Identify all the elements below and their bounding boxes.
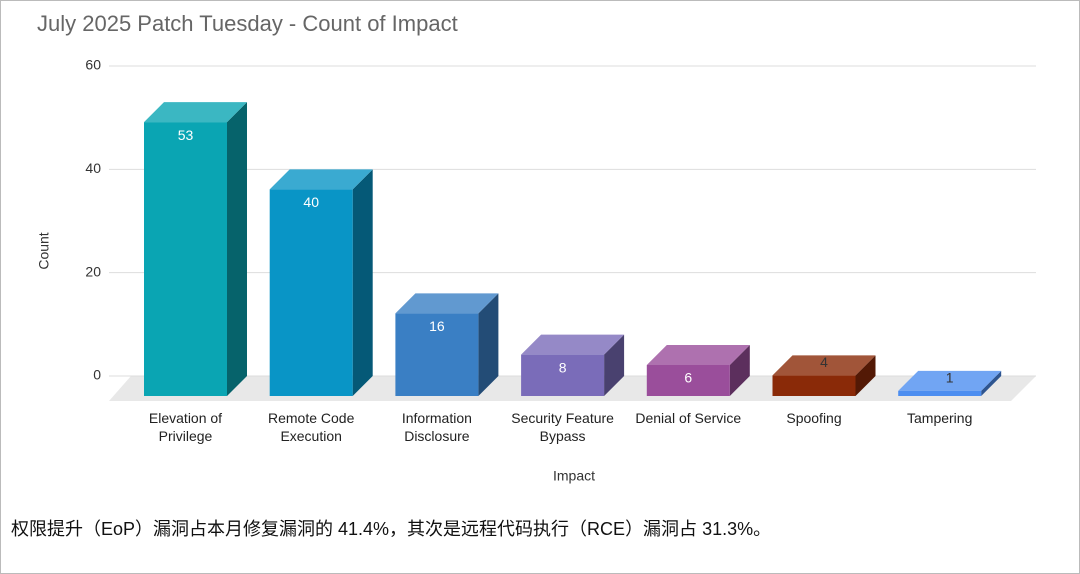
bar: [772, 355, 876, 396]
y-tick-label: 0: [93, 367, 101, 383]
bar-front: [646, 365, 730, 396]
bar-front: [772, 375, 856, 396]
bar-front: [395, 313, 479, 396]
y-tick-label: 40: [85, 160, 101, 176]
y-axis-title: Count: [36, 232, 52, 269]
bar-top: [772, 355, 876, 376]
bar: [521, 334, 625, 396]
value-label: 6: [684, 370, 692, 386]
x-tick-label: Remote Code Execution: [267, 410, 355, 444]
bar-front: [521, 354, 605, 396]
value-label: 4: [820, 354, 828, 370]
bar-side: [352, 169, 373, 396]
bar-side: [729, 345, 750, 396]
bar-top: [144, 102, 247, 123]
chart: July 2025 Patch Tuesday - Count of Impac…: [36, 11, 1036, 484]
x-tick-label: Denial of Service: [635, 410, 742, 426]
x-tick-label: Information Disclosure: [401, 410, 472, 444]
bar: [395, 293, 499, 396]
value-label: 8: [559, 359, 567, 375]
bar-top: [646, 345, 750, 365]
x-tick-label: Spoofing: [786, 410, 842, 426]
bar-top: [395, 293, 499, 314]
caption: 权限提升（EoP）漏洞占本月修复漏洞的 41.4%，其次是远程代码执行（RCE）…: [11, 519, 772, 539]
x-axis-title: Impact: [553, 468, 595, 484]
bar-side: [604, 334, 625, 396]
x-tick-label: Security Feature Bypass: [511, 410, 614, 444]
x-tick-label: Elevation of Privilege: [148, 410, 223, 444]
y-tick-label: 60: [85, 57, 101, 73]
value-label: 1: [946, 370, 954, 386]
bar: [269, 169, 373, 396]
chart-title: July 2025 Patch Tuesday - Count of Impac…: [37, 11, 458, 36]
value-label: 40: [303, 194, 319, 210]
value-label: 16: [429, 318, 445, 334]
y-tick-label: 20: [85, 263, 101, 279]
bar-top: [898, 370, 1002, 391]
bar-top: [269, 169, 373, 190]
bar: [898, 370, 1002, 396]
bar-front: [269, 189, 353, 396]
value-label: 53: [178, 127, 194, 143]
bar-top: [521, 334, 625, 355]
bar-front: [144, 122, 227, 397]
bar-side: [227, 102, 247, 397]
bar-front: [898, 390, 982, 396]
bar: [144, 102, 247, 397]
bar: [646, 345, 750, 396]
x-tick-label: Tampering: [907, 410, 973, 426]
bar-side: [855, 355, 876, 396]
bar-side: [981, 370, 1002, 396]
bar-side: [478, 293, 499, 396]
